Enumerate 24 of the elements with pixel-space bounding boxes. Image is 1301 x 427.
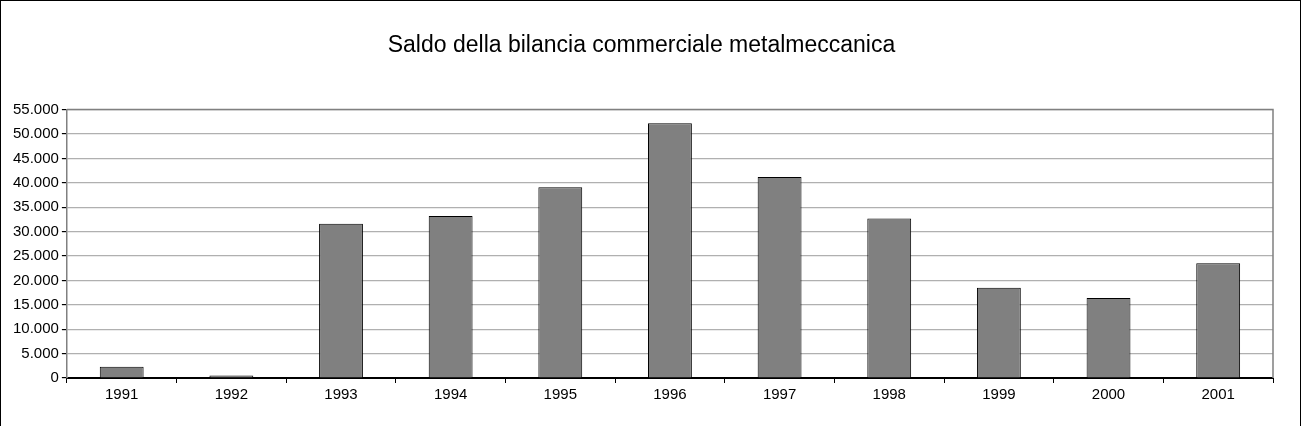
x-tick-label: 1994: [433, 385, 468, 403]
y-tick-label: 55.000: [12, 99, 59, 117]
x-tick-label: 1998: [872, 385, 906, 403]
x-tick-label: 1993: [324, 385, 358, 403]
x-tick-label: 1996: [653, 385, 687, 403]
y-tick-label: 50.000: [12, 124, 59, 142]
chart-title: Saldo della bilancia commerciale metalmeccanica: [387, 31, 896, 58]
x-tick-label: 1992: [214, 385, 249, 403]
y-tick-label: 0: [50, 368, 59, 386]
y-tick-label: 10.000: [12, 319, 59, 337]
y-tick-label: 20.000: [12, 270, 59, 288]
y-tick-label: 25.000: [12, 246, 59, 264]
y-tick-label: 15.000: [12, 294, 59, 312]
y-tick-label: 45.000: [12, 148, 59, 166]
y-tick-label: 5.000: [21, 343, 59, 361]
y-tick-label: 40.000: [12, 172, 59, 190]
x-tick-label: 1991: [105, 385, 139, 403]
y-tick-label: 35.000: [12, 197, 59, 215]
x-tick-label: 1997: [762, 385, 797, 403]
x-tick-label: 2001: [1201, 385, 1235, 403]
x-tick-label: 1999: [982, 385, 1016, 403]
x-tick-label: 1995: [543, 385, 577, 403]
y-tick-label: 30.000: [12, 221, 59, 239]
x-tick-label: 2000: [1091, 385, 1126, 403]
